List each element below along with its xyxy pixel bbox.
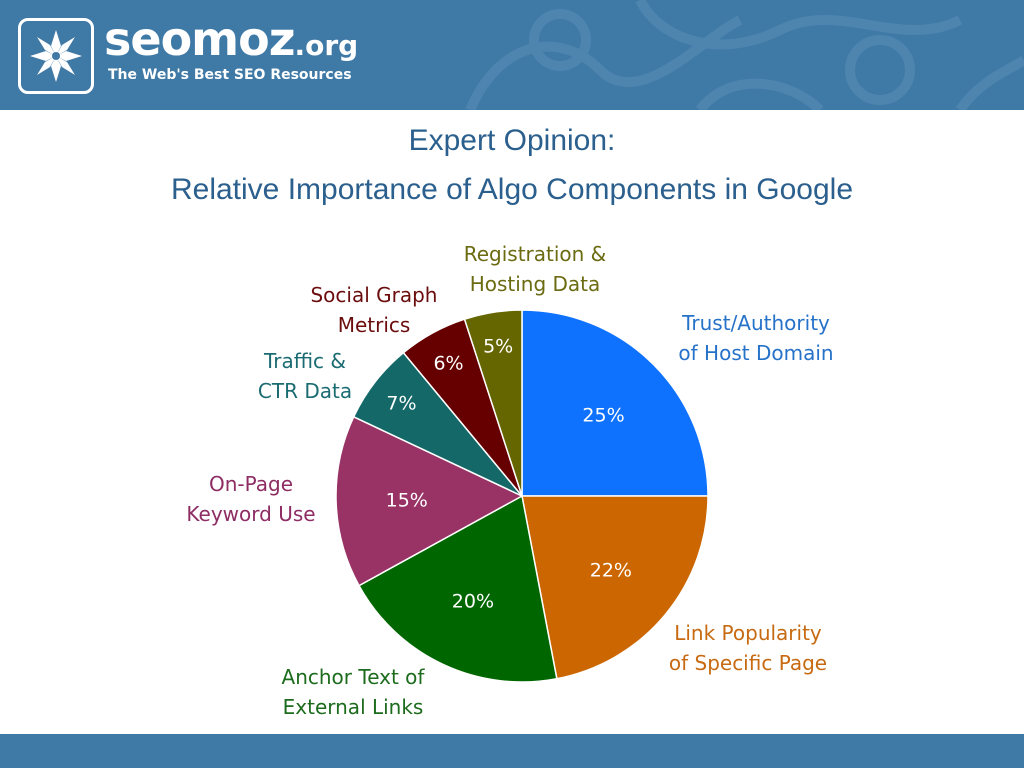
category-label-on-page-keyword-use: On-Page Keyword Use [186,472,315,526]
category-label-line: Trust/Authority [681,311,830,335]
value-label-registration-hosting-data: 5% [483,335,513,357]
logo-wordmark[interactable]: seomoz.org [104,14,358,71]
category-label-line: of Host Domain [678,341,833,365]
category-label-link-popularity-of-specific-page: Link Popularity of Specific Page [669,621,827,675]
category-label-anchor-text-of-external-links: Anchor Text of External Links [282,665,426,719]
value-label-trust-authority-of-host-domain: 25% [582,404,624,426]
value-label-on-page-keyword-use: 15% [386,490,428,512]
category-label-line: Metrics [338,313,411,337]
category-label-line: External Links [283,695,424,719]
pie-slices [335,309,709,683]
footer-bar [0,734,1024,768]
star-mosaic-icon [30,30,82,82]
category-label-line: Social Graph [310,283,437,307]
logo-tagline: The Web's Best SEO Resources [108,67,352,83]
category-label-line: Registration & [464,242,607,266]
category-label-traffic-ctr-data: Traffic & CTR Data [258,349,352,403]
category-label-social-graph-metrics: Social Graph Metrics [310,283,437,337]
category-label-line: Anchor Text of [282,665,426,689]
pie-category-labels: Trust/Authority of Host Domain Link Popula… [186,242,833,719]
pie-slice-trust-authority-of-host-domain [521,309,709,497]
header-bar: seomoz.org The Web's Best SEO Resources [0,0,1024,110]
category-label-line: of Specific Page [669,651,827,675]
logo-suffix: .org [294,29,359,62]
value-label-social-graph-metrics: 6% [433,352,463,374]
category-label-line: Traffic & [263,349,346,373]
category-label-registration-hosting-data: Registration & Hosting Data [464,242,607,296]
pie-slice-on-page-keyword-use [335,415,524,587]
logo-icon-box[interactable] [18,18,94,94]
header-decoration [465,0,1024,110]
slide-title-line-1: Expert Opinion: [408,124,616,157]
category-label-line: Hosting Data [470,272,601,296]
category-label-line: Keyword Use [186,502,315,526]
value-label-traffic-ctr-data: 7% [386,393,416,415]
category-label-trust-authority-of-host-domain: Trust/Authority of Host Domain [678,311,833,365]
pie-slice-link-popularity-of-specific-page [521,495,709,680]
pie-slice-registration-hosting-data [463,309,523,497]
pie-slice-anchor-text-of-external-links [357,494,558,683]
category-label-line: On-Page [209,472,293,496]
category-label-line: Link Popularity [674,621,822,645]
slide-title-line-2: Relative Importance of Algo Components i… [170,173,854,206]
logo-name: seomoz [104,12,295,66]
value-label-anchor-text-of-external-links: 20% [452,590,494,612]
pie-value-labels: 25% 22% 20% 15% 7% 6% 5% [386,335,632,612]
value-label-link-popularity-of-specific-page: 22% [590,560,632,582]
category-label-line: CTR Data [258,379,352,403]
